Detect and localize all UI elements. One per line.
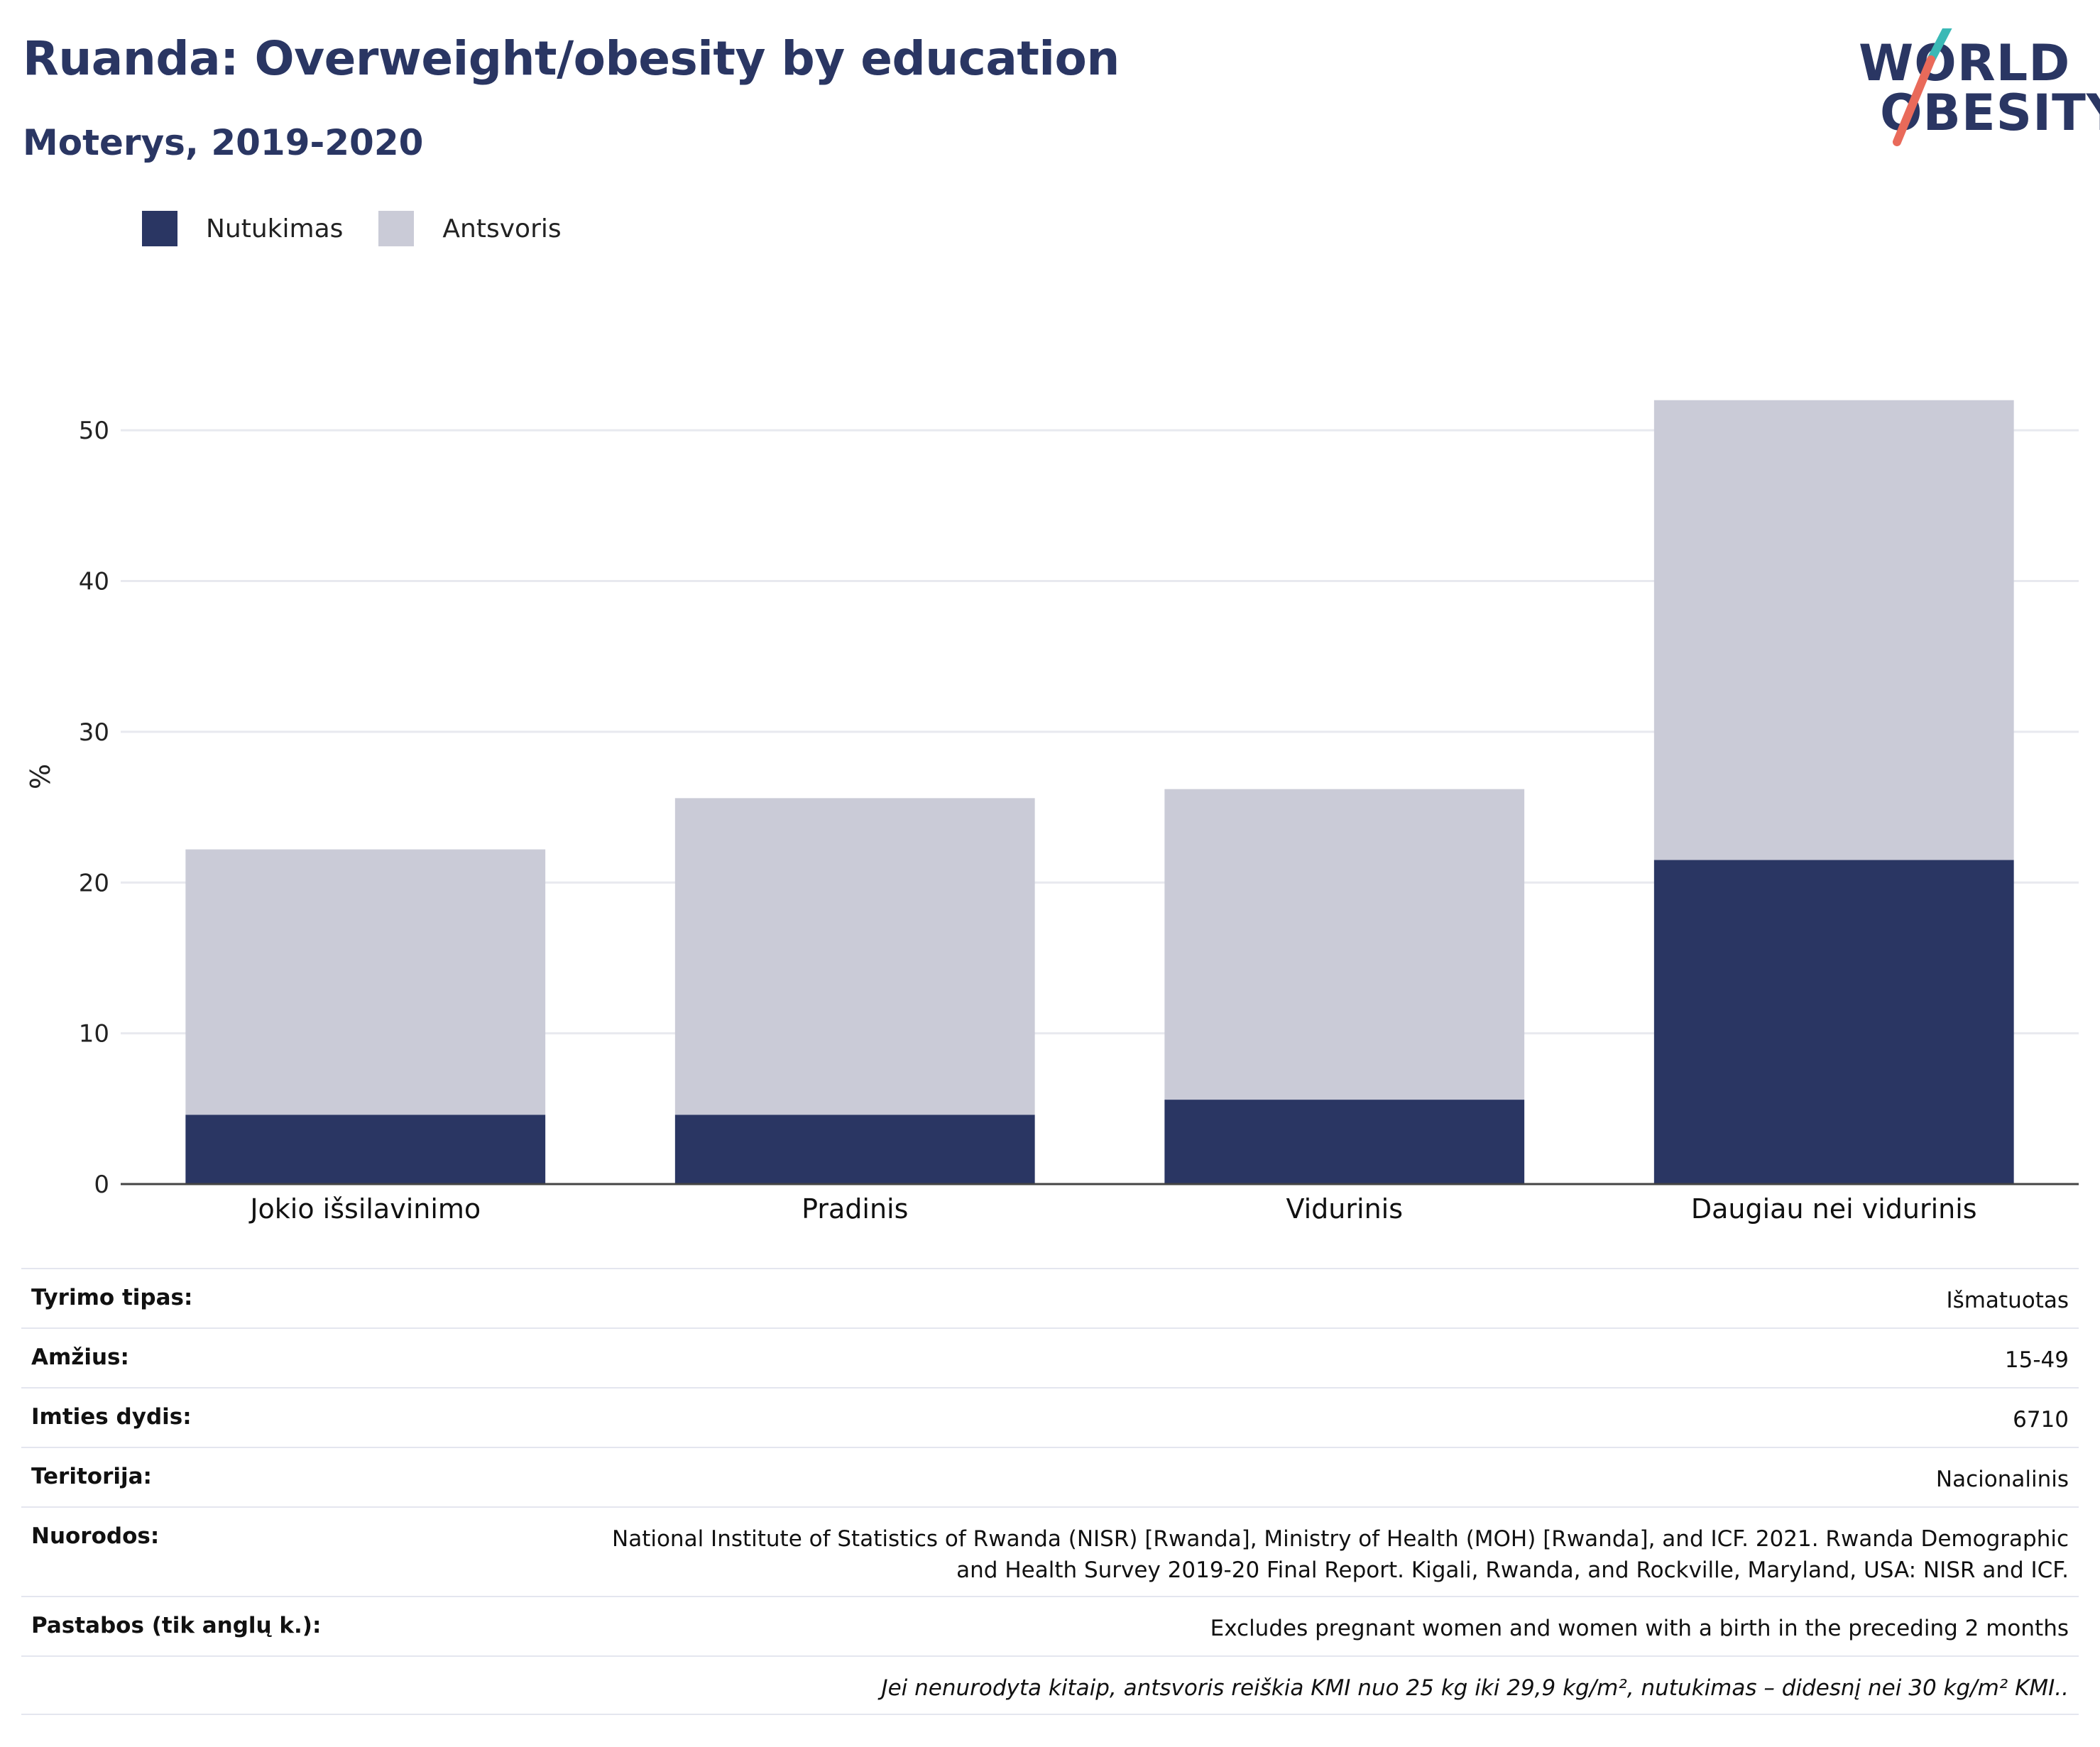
survey-info-table: Tyrimo tipas: Išmatuotas Amžius: 15-49 I… — [21, 1268, 2079, 1715]
logo-line-1: WORLD — [1859, 34, 2071, 92]
y-axis-label: % — [25, 764, 56, 789]
bar-obesity — [1653, 860, 2014, 1184]
y-tick-label: 0 — [94, 1171, 109, 1199]
x-tick-label: Jokio išsilavinimo — [248, 1193, 481, 1225]
y-tick-label: 10 — [79, 1020, 109, 1048]
bar-obesity — [1164, 1100, 1525, 1184]
info-row-notes: Pastabos (tik anglų k.): Excludes pregna… — [21, 1596, 2079, 1655]
info-value: 15-49 — [2004, 1347, 2069, 1373]
info-key: Nuorodos: — [31, 1523, 160, 1549]
info-row-age: Amžius: 15-49 — [21, 1327, 2079, 1387]
chart-legend: Nutukimas Antsvoris — [142, 210, 597, 247]
x-tick-label: Pradinis — [802, 1193, 908, 1225]
y-tick-label: 20 — [79, 869, 109, 897]
info-row-survey-type: Tyrimo tipas: Išmatuotas — [21, 1268, 2079, 1327]
info-value: National Institute of Statistics of Rwan… — [612, 1508, 2069, 1586]
y-tick-label: 30 — [79, 718, 109, 747]
info-key: Imties dydis: — [31, 1404, 192, 1430]
info-value: 6710 — [2013, 1407, 2069, 1433]
info-row-territory: Teritorija: Nacionalinis — [21, 1447, 2079, 1506]
info-value: Išmatuotas — [1946, 1288, 2069, 1313]
stacked-bar-chart: 0 10 20 30 40 50% Jokio išsilavinimo Pradinis Vi… — [25, 400, 2079, 1225]
info-value: Nacionalinis — [1935, 1467, 2069, 1492]
info-key: Tyrimo tipas: — [31, 1285, 193, 1310]
x-tick-label: Daugiau nei vidurinis — [1691, 1193, 1977, 1225]
x-tick-label: Vidurinis — [1286, 1193, 1403, 1225]
info-row-references: Nuorodos: National Institute of Statisti… — [21, 1506, 2079, 1596]
chart-title: Ruanda: Overweight/obesity by education — [23, 31, 1120, 86]
bar-overweight — [185, 849, 546, 1115]
info-row-sample-size: Imties dydis: 6710 — [21, 1387, 2079, 1447]
info-value: Excludes pregnant women and women with a… — [1210, 1616, 2069, 1641]
bar-obesity — [674, 1115, 1035, 1184]
legend-item-obesity: Nutukimas — [142, 211, 343, 246]
reference-line-2: and Health Survey 2019-20 Final Report. … — [956, 1557, 2069, 1583]
info-key: Pastabos (tik anglų k.): — [31, 1613, 322, 1638]
info-row-footnote: Jei nenurodyta kitaip, antsvoris reiškia… — [21, 1655, 2079, 1715]
bar-overweight — [674, 798, 1035, 1115]
legend-label-overweight: Antsvoris — [442, 214, 562, 243]
world-obesity-logo: WORLD OBESITY — [1846, 28, 2100, 156]
reference-line-1: National Institute of Statistics of Rwan… — [612, 1526, 2069, 1552]
legend-label-obesity: Nutukimas — [206, 214, 344, 243]
y-tick-label: 40 — [79, 568, 109, 596]
legend-swatch-overweight — [378, 211, 415, 246]
bar-overweight — [1164, 789, 1525, 1100]
y-tick-label: 50 — [79, 417, 109, 445]
bar-obesity — [185, 1115, 546, 1184]
info-key: Amžius: — [31, 1345, 129, 1370]
legend-item-overweight: Antsvoris — [378, 211, 562, 246]
legend-swatch-obesity — [142, 211, 177, 246]
info-key: Teritorija: — [31, 1464, 152, 1489]
logo-slash-icon — [1893, 28, 1952, 146]
definition-footnote: Jei nenurodyta kitaip, antsvoris reiškia… — [881, 1675, 2069, 1701]
chart-subtitle: Moterys, 2019-2020 — [23, 122, 424, 163]
bar-overweight — [1653, 400, 2014, 860]
